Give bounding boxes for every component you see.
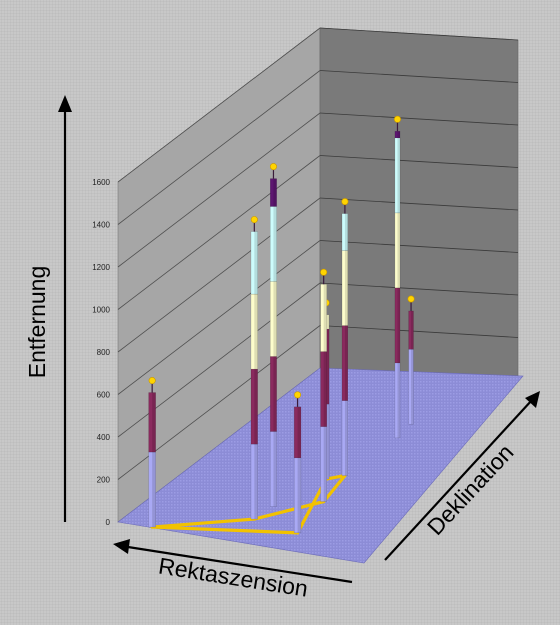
gridline bbox=[319, 155, 519, 168]
gridline bbox=[319, 325, 519, 338]
z-tick-label: 800 bbox=[97, 348, 111, 357]
star-marker bbox=[407, 295, 415, 303]
pole-shade bbox=[273, 178, 277, 507]
gridline bbox=[319, 70, 519, 83]
z-tick-label: 400 bbox=[97, 433, 111, 442]
y-axis-arrowhead bbox=[525, 391, 540, 408]
z-tick-label: 200 bbox=[97, 476, 111, 485]
constellation-line bbox=[150, 525, 300, 535]
gridline bbox=[117, 27, 321, 183]
z-tick-label: 1600 bbox=[92, 178, 110, 187]
pole-shade bbox=[344, 213, 348, 476]
star-pole bbox=[148, 377, 156, 528]
star-marker bbox=[320, 268, 328, 276]
gridline bbox=[319, 27, 519, 41]
star-marker bbox=[269, 163, 277, 171]
gridline bbox=[117, 155, 321, 310]
pole-shade bbox=[254, 231, 258, 520]
gridline bbox=[319, 112, 519, 126]
constellation-line bbox=[322, 474, 347, 504]
z-axis: Entfernung bbox=[24, 95, 72, 522]
z-axis-title: Entfernung bbox=[24, 266, 50, 379]
star-pole bbox=[407, 295, 415, 425]
star-marker bbox=[393, 115, 401, 123]
y-axis-arrow bbox=[384, 399, 533, 561]
z-axis-arrowhead bbox=[58, 95, 72, 112]
x-axis-arrowhead bbox=[113, 539, 130, 554]
z-tick-label: 1200 bbox=[92, 263, 110, 272]
pole-shade bbox=[152, 392, 156, 528]
star-marker bbox=[148, 377, 156, 385]
star-marker bbox=[294, 391, 302, 399]
z-tick-label: 1000 bbox=[92, 306, 110, 315]
star-pole bbox=[341, 198, 349, 476]
constellation-line bbox=[150, 517, 256, 529]
star-pole bbox=[250, 216, 258, 520]
x-axis-title: Rektaszension bbox=[157, 552, 310, 601]
star-pole bbox=[393, 115, 401, 439]
star-marker bbox=[341, 198, 349, 206]
star-pole bbox=[320, 268, 328, 502]
star-marker bbox=[250, 216, 258, 224]
star-pole bbox=[293, 391, 302, 534]
constellation-line bbox=[324, 474, 347, 481]
star-pole bbox=[269, 163, 277, 507]
z-tick-label: 600 bbox=[97, 391, 111, 400]
z-tick-label: 1400 bbox=[92, 221, 110, 230]
z-tick-label: 0 bbox=[106, 518, 111, 527]
gridline bbox=[319, 197, 519, 211]
pole-shade bbox=[397, 131, 401, 438]
gridline bbox=[117, 70, 321, 225]
gridline bbox=[117, 112, 321, 268]
pole-shade bbox=[326, 314, 330, 480]
gridline bbox=[117, 240, 321, 395]
pole-shade bbox=[323, 284, 327, 502]
pole-shade bbox=[297, 406, 301, 533]
pole-shade bbox=[411, 310, 414, 425]
x-axis-arrow bbox=[127, 545, 353, 584]
gridline bbox=[319, 282, 519, 296]
gridline bbox=[319, 240, 519, 253]
gridline bbox=[117, 197, 321, 353]
